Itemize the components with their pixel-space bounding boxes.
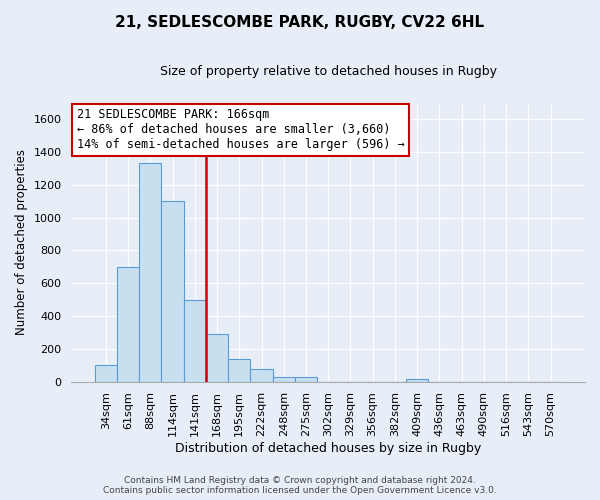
Text: 21, SEDLESCOMBE PARK, RUGBY, CV22 6HL: 21, SEDLESCOMBE PARK, RUGBY, CV22 6HL	[115, 15, 485, 30]
Text: 21 SEDLESCOMBE PARK: 166sqm
← 86% of detached houses are smaller (3,660)
14% of : 21 SEDLESCOMBE PARK: 166sqm ← 86% of det…	[77, 108, 404, 152]
Bar	[250, 370, 272, 382]
Bar	[117, 267, 139, 382]
Text: Contains HM Land Registry data © Crown copyright and database right 2024.
Contai: Contains HM Land Registry data © Crown c…	[103, 476, 497, 495]
Bar	[272, 377, 295, 382]
Y-axis label: Number of detached properties: Number of detached properties	[15, 149, 28, 335]
Bar	[406, 378, 428, 382]
Bar	[206, 334, 228, 382]
Bar	[161, 201, 184, 382]
Title: Size of property relative to detached houses in Rugby: Size of property relative to detached ho…	[160, 65, 497, 78]
Bar	[228, 358, 250, 382]
Bar	[139, 164, 161, 382]
Bar	[184, 300, 206, 382]
Bar	[95, 365, 117, 382]
X-axis label: Distribution of detached houses by size in Rugby: Distribution of detached houses by size …	[175, 442, 481, 455]
Bar	[295, 377, 317, 382]
